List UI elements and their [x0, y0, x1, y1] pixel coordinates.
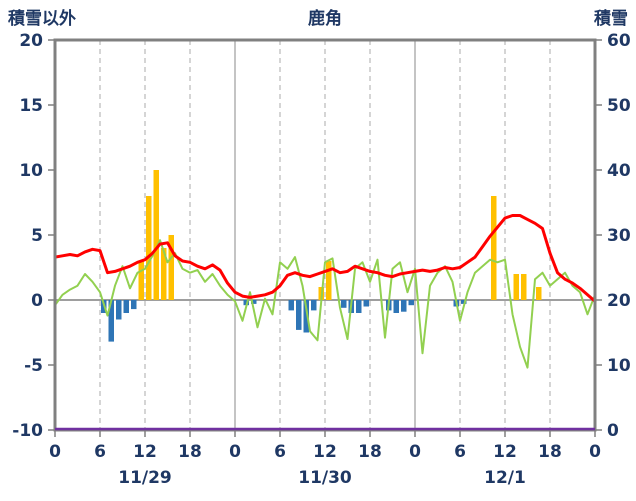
x-axis-tick-label: 12 — [133, 442, 157, 462]
left-axis-tick-label: 20 — [19, 31, 43, 51]
precipitation-bars-bar — [161, 248, 167, 300]
negative-bars-bar — [123, 300, 129, 313]
left-axis-tick-label: -5 — [24, 356, 43, 376]
right-axis-tick-label: 0 — [607, 421, 619, 441]
x-axis-tick-label: 12 — [313, 442, 337, 462]
precipitation-bars-bar — [521, 274, 527, 300]
x-axis-tick-label: 0 — [49, 442, 61, 462]
x-axis-tick-label: 0 — [229, 442, 241, 462]
negative-bars-bar — [303, 300, 309, 333]
x-axis-tick-label: 0 — [589, 442, 601, 462]
negative-bars-bar — [116, 300, 122, 320]
right-axis-title: 積雪 — [594, 8, 628, 29]
x-axis-tick-label: 18 — [178, 442, 202, 462]
negative-bars-bar — [408, 300, 414, 306]
precipitation-bars-bar — [146, 196, 152, 300]
negative-bars-bar — [356, 300, 362, 313]
x-axis-tick-label: 12 — [493, 442, 517, 462]
green-line — [54, 239, 596, 369]
x-axis-tick-label: 6 — [454, 442, 466, 462]
right-axis-tick-label: 60 — [607, 31, 631, 51]
precipitation-bars-bar — [513, 274, 519, 300]
negative-bars-bar — [363, 300, 369, 307]
right-axis-tick-label: 30 — [607, 226, 631, 246]
left-axis-tick-label: 0 — [31, 291, 43, 311]
negative-bars-bar — [288, 300, 294, 311]
left-axis-tick-label: 15 — [19, 96, 43, 116]
precipitation-bars-bar — [491, 196, 497, 300]
x-axis-tick-label: 6 — [274, 442, 286, 462]
precipitation-bars-bar — [536, 287, 542, 300]
x-axis-tick-label: 6 — [94, 442, 106, 462]
right-axis-tick-label: 50 — [607, 96, 631, 116]
right-axis-tick-label: 40 — [607, 161, 631, 181]
negative-bars-bar — [131, 300, 137, 310]
right-axis-tick-label: 10 — [607, 356, 631, 376]
negative-bars-bar — [401, 300, 407, 312]
day-label: 11/30 — [298, 468, 352, 488]
negative-bars-bar — [341, 300, 347, 308]
x-axis-tick-label: 0 — [409, 442, 421, 462]
left-axis-tick-label: 10 — [19, 161, 43, 181]
right-axis-tick-label: 20 — [607, 291, 631, 311]
negative-bars-bar — [108, 300, 114, 342]
left-axis-tick-label: 5 — [31, 226, 43, 246]
precipitation-bars-bar — [326, 261, 332, 300]
precipitation-bars-bar — [153, 170, 159, 300]
negative-bars-bar — [251, 300, 257, 304]
precipitation-bars-bar — [168, 235, 174, 300]
left-axis-title: 積雪以外 — [8, 8, 76, 29]
negative-bars-bar — [311, 300, 317, 311]
x-axis-tick-label: 18 — [538, 442, 562, 462]
x-axis-tick-label: 18 — [358, 442, 382, 462]
negative-bars-bar — [393, 300, 399, 313]
temperature-line — [53, 214, 597, 303]
chart-title: 鹿角 — [308, 8, 342, 29]
negative-bars-bar — [296, 300, 302, 330]
left-axis-tick-label: -10 — [12, 421, 43, 441]
precipitation-bars-bar — [138, 261, 144, 300]
negative-bars-bar — [461, 300, 467, 304]
day-label: 11/29 — [118, 468, 172, 488]
day-label: 12/1 — [484, 468, 526, 488]
